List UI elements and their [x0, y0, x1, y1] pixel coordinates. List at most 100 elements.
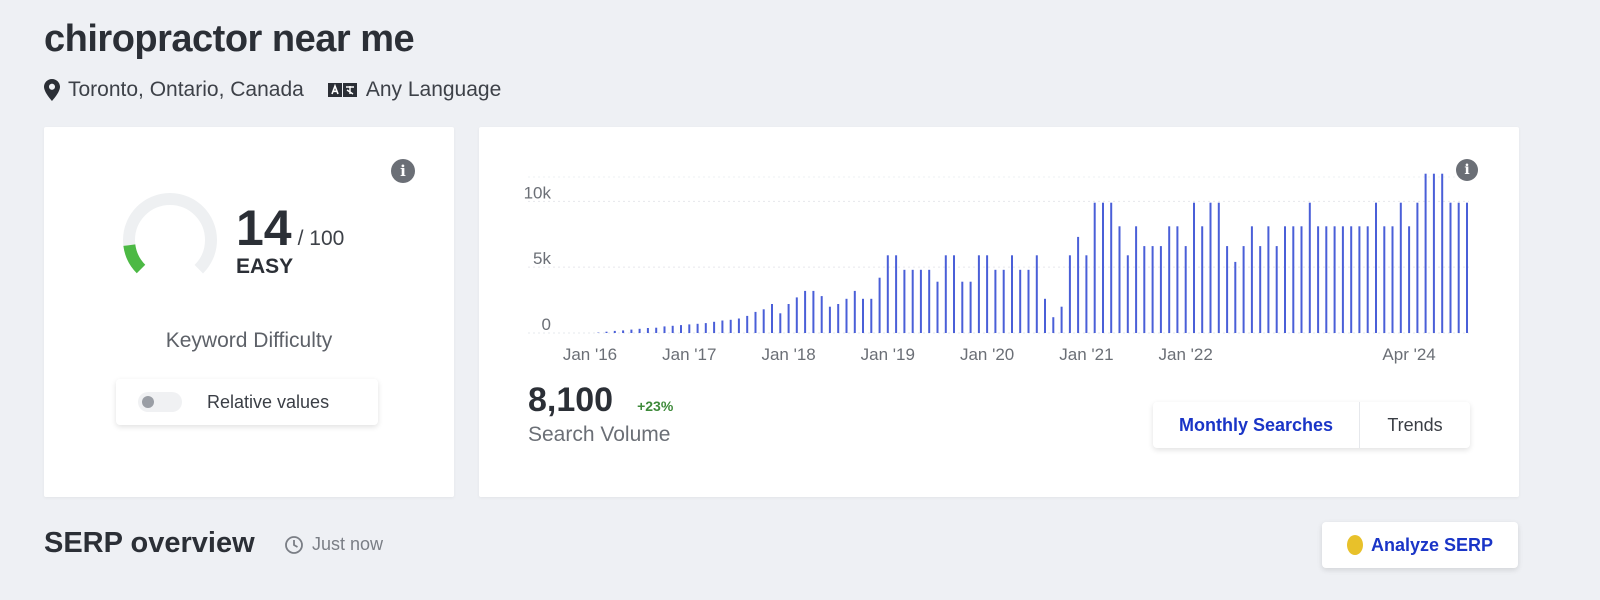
chart-bar[interactable] — [646, 328, 649, 333]
chart-bar[interactable] — [746, 315, 749, 333]
relative-values-toggle[interactable]: Relative values — [116, 379, 378, 425]
chart-bar[interactable] — [1358, 226, 1361, 333]
chart-bar[interactable] — [1284, 226, 1286, 333]
chart-bar[interactable] — [1093, 202, 1096, 333]
chart-bar[interactable] — [613, 330, 616, 333]
chart-bar[interactable] — [762, 309, 765, 333]
chart-bar[interactable] — [688, 324, 691, 333]
chart-bar[interactable] — [969, 281, 972, 333]
chart-bar[interactable] — [1317, 226, 1320, 333]
chart-bar[interactable] — [787, 304, 790, 333]
chart-bar[interactable] — [1350, 226, 1353, 333]
chart-bar[interactable] — [1193, 202, 1195, 333]
chart-bar[interactable] — [795, 297, 798, 333]
chart-bar[interactable] — [638, 328, 641, 333]
chart-bar[interactable] — [680, 325, 682, 333]
chart-bar[interactable] — [1226, 246, 1229, 333]
chart-bar[interactable] — [1217, 202, 1220, 333]
chart-bar[interactable] — [1267, 226, 1270, 333]
chart-bar[interactable] — [1432, 173, 1435, 333]
chart-bar[interactable] — [1333, 226, 1336, 333]
info-icon[interactable]: i — [391, 159, 415, 183]
chart-bar[interactable] — [1441, 173, 1444, 333]
chart-bar[interactable] — [605, 331, 608, 333]
chart-bar[interactable] — [1126, 255, 1129, 333]
chart-bar[interactable] — [1292, 226, 1295, 333]
chart-bar[interactable] — [721, 320, 724, 334]
chart-bar[interactable] — [1044, 298, 1046, 333]
chart-bar[interactable] — [1408, 226, 1411, 333]
chart-bar[interactable] — [622, 330, 625, 333]
chart-bar[interactable] — [837, 304, 840, 333]
chart-bar[interactable] — [1027, 269, 1030, 333]
chart-bar[interactable] — [655, 327, 658, 333]
location-filter[interactable]: Toronto, Ontario, Canada — [44, 78, 304, 102]
chart-bar[interactable] — [1135, 226, 1138, 333]
chart-bar[interactable] — [911, 269, 914, 333]
chart-bar[interactable] — [671, 325, 674, 333]
chart-bar[interactable] — [1416, 202, 1419, 333]
chart-bar[interactable] — [1052, 317, 1055, 333]
chart-bar[interactable] — [771, 304, 773, 333]
chart-bar[interactable] — [1060, 306, 1063, 333]
chart-bar[interactable] — [729, 319, 732, 333]
chart-bar[interactable] — [1176, 226, 1179, 333]
chart-bar[interactable] — [696, 323, 699, 333]
chart-bar[interactable] — [936, 281, 939, 333]
chart-bar[interactable] — [754, 311, 757, 333]
language-filter[interactable]: Any Language — [327, 78, 501, 102]
chart-bar[interactable] — [1118, 226, 1121, 333]
chart-bar[interactable] — [1250, 226, 1253, 333]
chart-bar[interactable] — [1366, 226, 1369, 333]
toggle-switch[interactable] — [138, 392, 182, 412]
chart-bar[interactable] — [903, 269, 906, 333]
chart-bar[interactable] — [1019, 269, 1022, 333]
chart-bar[interactable] — [663, 326, 666, 333]
chart-bar[interactable] — [820, 296, 823, 333]
chart-bar[interactable] — [1209, 202, 1212, 333]
chart-bar[interactable] — [1341, 226, 1344, 333]
chart-bar[interactable] — [1159, 246, 1162, 333]
chart-bar[interactable] — [870, 298, 873, 333]
chart-bar[interactable] — [845, 298, 848, 333]
chart-bar[interactable] — [919, 269, 922, 333]
chart-bar[interactable] — [1085, 255, 1088, 333]
chart-bar[interactable] — [1002, 269, 1005, 333]
chart-bar[interactable] — [895, 255, 898, 333]
chart-bar[interactable] — [630, 329, 633, 333]
chart-bar[interactable] — [1383, 226, 1386, 333]
chart-bar[interactable] — [878, 277, 881, 333]
chart-bar[interactable] — [1201, 226, 1204, 333]
chart-bar[interactable] — [828, 306, 831, 333]
chart-bar[interactable] — [1457, 202, 1460, 333]
tab-monthly-searches[interactable]: Monthly Searches — [1153, 402, 1360, 448]
chart-bar[interactable] — [961, 281, 964, 333]
chart-bar[interactable] — [737, 318, 740, 334]
chart-bar[interactable] — [1068, 255, 1071, 333]
chart-bar[interactable] — [944, 255, 947, 333]
chart-bar[interactable] — [1151, 246, 1154, 333]
chart-bar[interactable] — [1011, 255, 1013, 333]
tab-trends[interactable]: Trends — [1387, 414, 1443, 435]
chart-bar[interactable] — [862, 298, 864, 333]
chart-bar[interactable] — [1424, 173, 1427, 333]
chart-bar[interactable] — [1184, 246, 1187, 333]
chart-bar[interactable] — [1035, 255, 1038, 333]
chart-bar[interactable] — [1449, 202, 1452, 333]
chart-bar[interactable] — [1234, 261, 1237, 333]
analyze-serp-button[interactable]: Analyze SERP — [1322, 522, 1518, 568]
chart-bar[interactable] — [853, 290, 856, 333]
chart-bar[interactable] — [713, 321, 716, 333]
chart-bar[interactable] — [1399, 202, 1402, 333]
chart-bar[interactable] — [1168, 226, 1171, 333]
chart-bar[interactable] — [1325, 226, 1328, 333]
chart-bar[interactable] — [1242, 246, 1245, 333]
chart-bar[interactable] — [1300, 226, 1303, 333]
chart-bar[interactable] — [1259, 246, 1262, 333]
chart-bar[interactable] — [704, 323, 707, 333]
chart-bar[interactable] — [886, 255, 889, 333]
chart-bar[interactable] — [1308, 202, 1311, 333]
chart-bar[interactable] — [994, 269, 997, 333]
chart-bar[interactable] — [1466, 202, 1468, 333]
chart-bar[interactable] — [1143, 246, 1146, 333]
